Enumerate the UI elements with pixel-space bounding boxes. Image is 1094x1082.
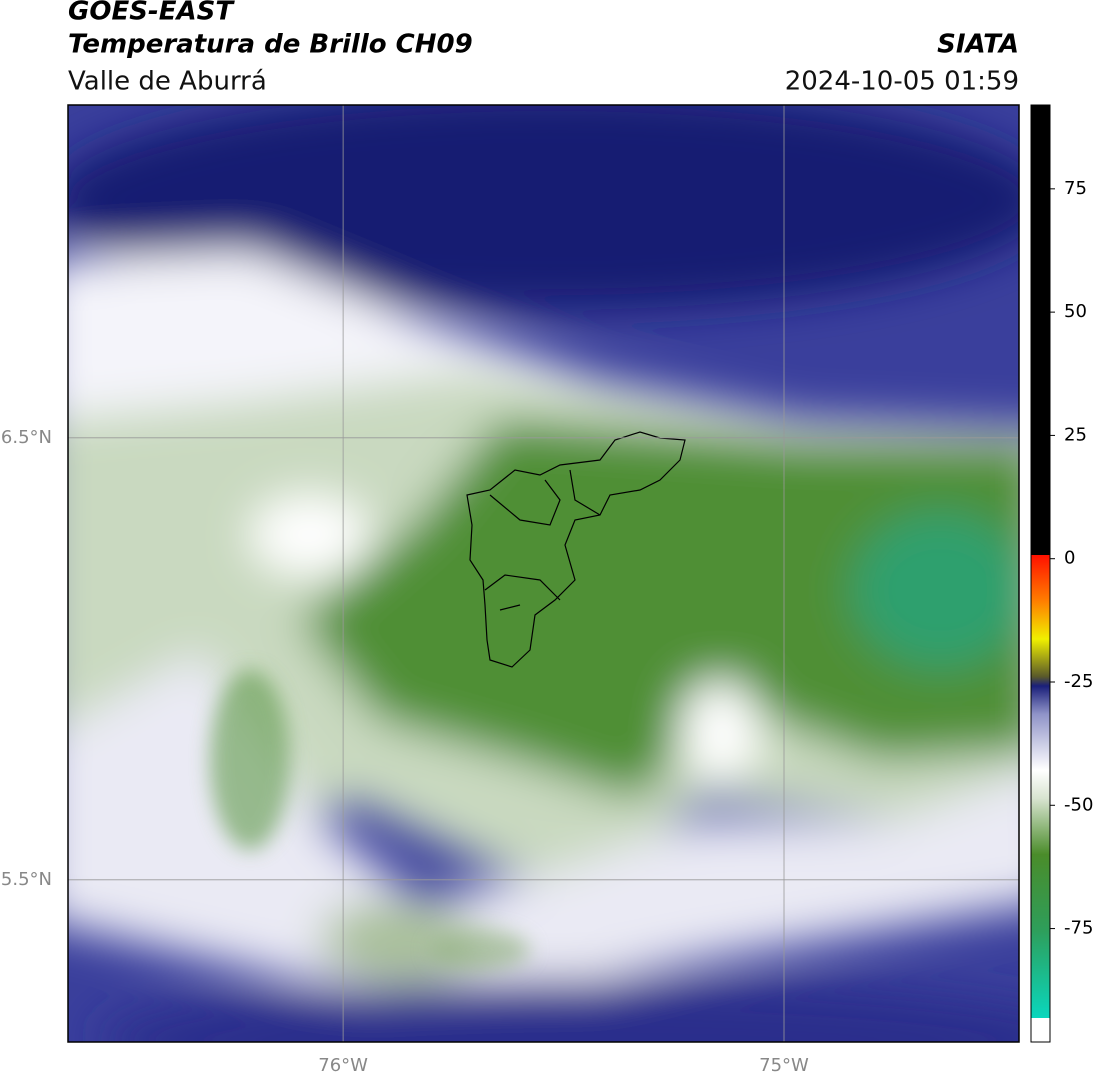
satellite-image [68, 105, 1019, 1042]
map-frame [67, 104, 1020, 1043]
graticule [68, 105, 1019, 1042]
lon-label: 75°W [759, 1055, 809, 1076]
colorbar-tick-label: -25 [1064, 671, 1093, 692]
colorbar-under [1031, 1018, 1050, 1042]
colorbar-tick-label: 75 [1064, 178, 1087, 199]
colorbar-tick-label: -75 [1064, 918, 1093, 939]
title: GOES-EAST [68, 0, 235, 27]
colorbar-tick-label: 0 [1064, 548, 1075, 569]
colorbar-frame [1030, 104, 1051, 1043]
lat-label: 6.5°N [1, 427, 52, 448]
source: SIATA [937, 30, 1019, 60]
region: Valle de Aburrá [68, 67, 267, 97]
lon-label: 76°W [318, 1055, 368, 1076]
subtitle: Temperatura de Brillo CH09 [68, 30, 473, 60]
colorbar [1031, 105, 1050, 1042]
municipality-boundaries [466, 431, 686, 668]
colorbar-tick-label: 50 [1064, 301, 1087, 322]
colorbar-tick-label: -50 [1064, 794, 1093, 815]
colorbar-tick-label: 25 [1064, 424, 1087, 445]
datetime: 2024-10-05 01:59 [785, 67, 1019, 97]
lat-label: 5.5°N [1, 869, 52, 890]
